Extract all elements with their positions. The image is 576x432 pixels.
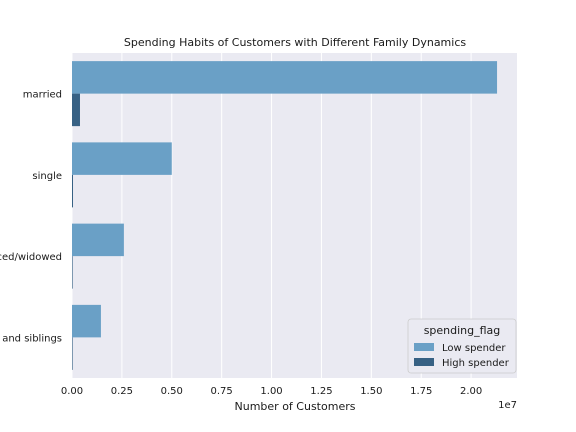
y-tick-label: s and siblings — [0, 333, 62, 344]
legend-title: spending_flag — [424, 324, 501, 337]
bars — [72, 61, 498, 370]
bar-high-spender — [72, 256, 73, 289]
x-tick-label: 2.00 — [460, 386, 482, 397]
bar-low-spender — [72, 61, 498, 94]
legend-swatch — [414, 358, 434, 366]
chart-title: Spending Habits of Customers with Differ… — [124, 36, 466, 49]
bar-high-spender — [72, 337, 73, 370]
bar-low-spender — [72, 142, 172, 175]
legend-box — [407, 318, 517, 374]
x-tick-label: 0.25 — [111, 386, 133, 397]
x-tick-label: 0.50 — [161, 386, 183, 397]
legend-entry: Low spender — [442, 343, 506, 354]
x-tick-label: 1.25 — [310, 386, 332, 397]
bar-high-spender — [72, 93, 80, 127]
x-tick-labels: 0.00 0.25 0.50 0.75 1.00 1.25 1.50 1.75 2.00 — [61, 386, 482, 397]
bar-low-spender — [72, 304, 101, 338]
y-tick-label: married — [23, 90, 62, 101]
y-tick-label: single — [32, 171, 62, 182]
y-tick-label: ced/widowed — [0, 252, 62, 263]
bar-low-spender — [72, 223, 124, 257]
legend-swatch — [414, 343, 434, 351]
legend: spending_flag Low spender High spender — [407, 318, 517, 374]
x-axis-label: Number of Customers — [235, 400, 356, 413]
y-tick-labels: married single ced/widowed s and siblings — [0, 90, 62, 345]
x-tick-label: 1.75 — [410, 386, 432, 397]
x-tick-label: 1.00 — [260, 386, 282, 397]
bar-high-spender — [72, 174, 73, 208]
x-tick-label: 1.50 — [360, 386, 382, 397]
x-tick-label: 0.75 — [211, 386, 233, 397]
legend-entry: High spender — [442, 358, 510, 369]
x-tick-label: 0.00 — [61, 386, 83, 397]
x-axis-multiplier: 1e7 — [498, 400, 517, 411]
